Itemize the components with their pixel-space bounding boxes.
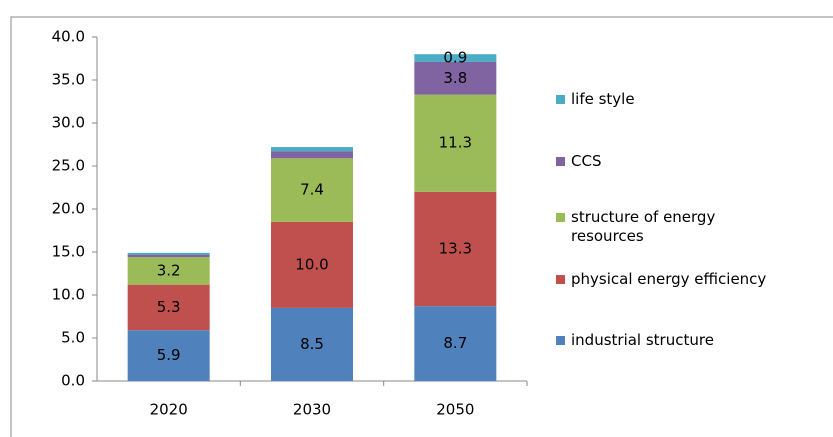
bar-segment (414, 191, 497, 307)
y-tick-label: 5.0 (61, 329, 85, 347)
y-tick-label: 20.0 (52, 200, 85, 218)
bar-segment (414, 54, 497, 62)
data-label: 10.0 (295, 255, 328, 273)
legend-entry: structure of energy resources (556, 208, 796, 246)
legend-swatch (556, 336, 565, 345)
legend-label: life style (571, 90, 635, 108)
y-tick-label: 15.0 (52, 243, 85, 261)
legend-swatch (556, 275, 565, 284)
legend-swatch (556, 95, 565, 104)
legend-swatch (556, 157, 565, 166)
data-label: 3.2 (157, 261, 181, 279)
y-tick-label: 35.0 (52, 71, 85, 89)
legend-entry: physical energy efficiency (556, 270, 796, 289)
legend-swatch (556, 213, 565, 222)
bar-segment (414, 61, 497, 95)
bar-segment (127, 257, 210, 285)
data-label: 0.9 (443, 49, 467, 67)
bar-segment (414, 306, 497, 381)
y-tick-label: 40.0 (52, 28, 85, 46)
y-tick-label: 25.0 (52, 157, 85, 175)
data-label: 8.7 (443, 334, 467, 352)
y-tick-label: 0.0 (61, 372, 85, 390)
bar-segment (271, 307, 353, 381)
bar-segment (127, 252, 210, 255)
x-tick-label: 2030 (293, 401, 331, 419)
legend-label: CCS (571, 152, 602, 170)
legend-entry: industrial structure (556, 331, 796, 350)
bar-segment (271, 221, 353, 308)
legend-label: physical energy efficiency (571, 270, 767, 288)
data-label: 13.3 (439, 239, 472, 257)
y-tick-label: 10.0 (52, 286, 85, 304)
x-tick-label: 2020 (150, 401, 188, 419)
data-label: 7.4 (300, 181, 324, 199)
bar-segment (127, 330, 210, 381)
x-tick-label: 2050 (436, 401, 474, 419)
data-label: 5.9 (157, 346, 181, 364)
bar-segment (127, 254, 210, 258)
bar-segment (414, 94, 497, 192)
bar-segment (127, 284, 210, 331)
bar-segment (271, 151, 353, 159)
bar-segment (271, 147, 353, 152)
legend-label: industrial structure (571, 331, 714, 349)
legend-entry: CCS (556, 152, 796, 171)
data-label: 11.3 (439, 134, 472, 152)
data-label: 3.8 (443, 69, 467, 87)
bar-segment (271, 158, 353, 222)
chart-frame (10, 16, 833, 437)
y-tick-label: 30.0 (52, 114, 85, 132)
data-label: 8.5 (300, 335, 324, 353)
data-label: 5.3 (157, 298, 181, 316)
legend-entry: life style (556, 90, 796, 109)
legend-label: structure of energy resources (571, 208, 716, 245)
